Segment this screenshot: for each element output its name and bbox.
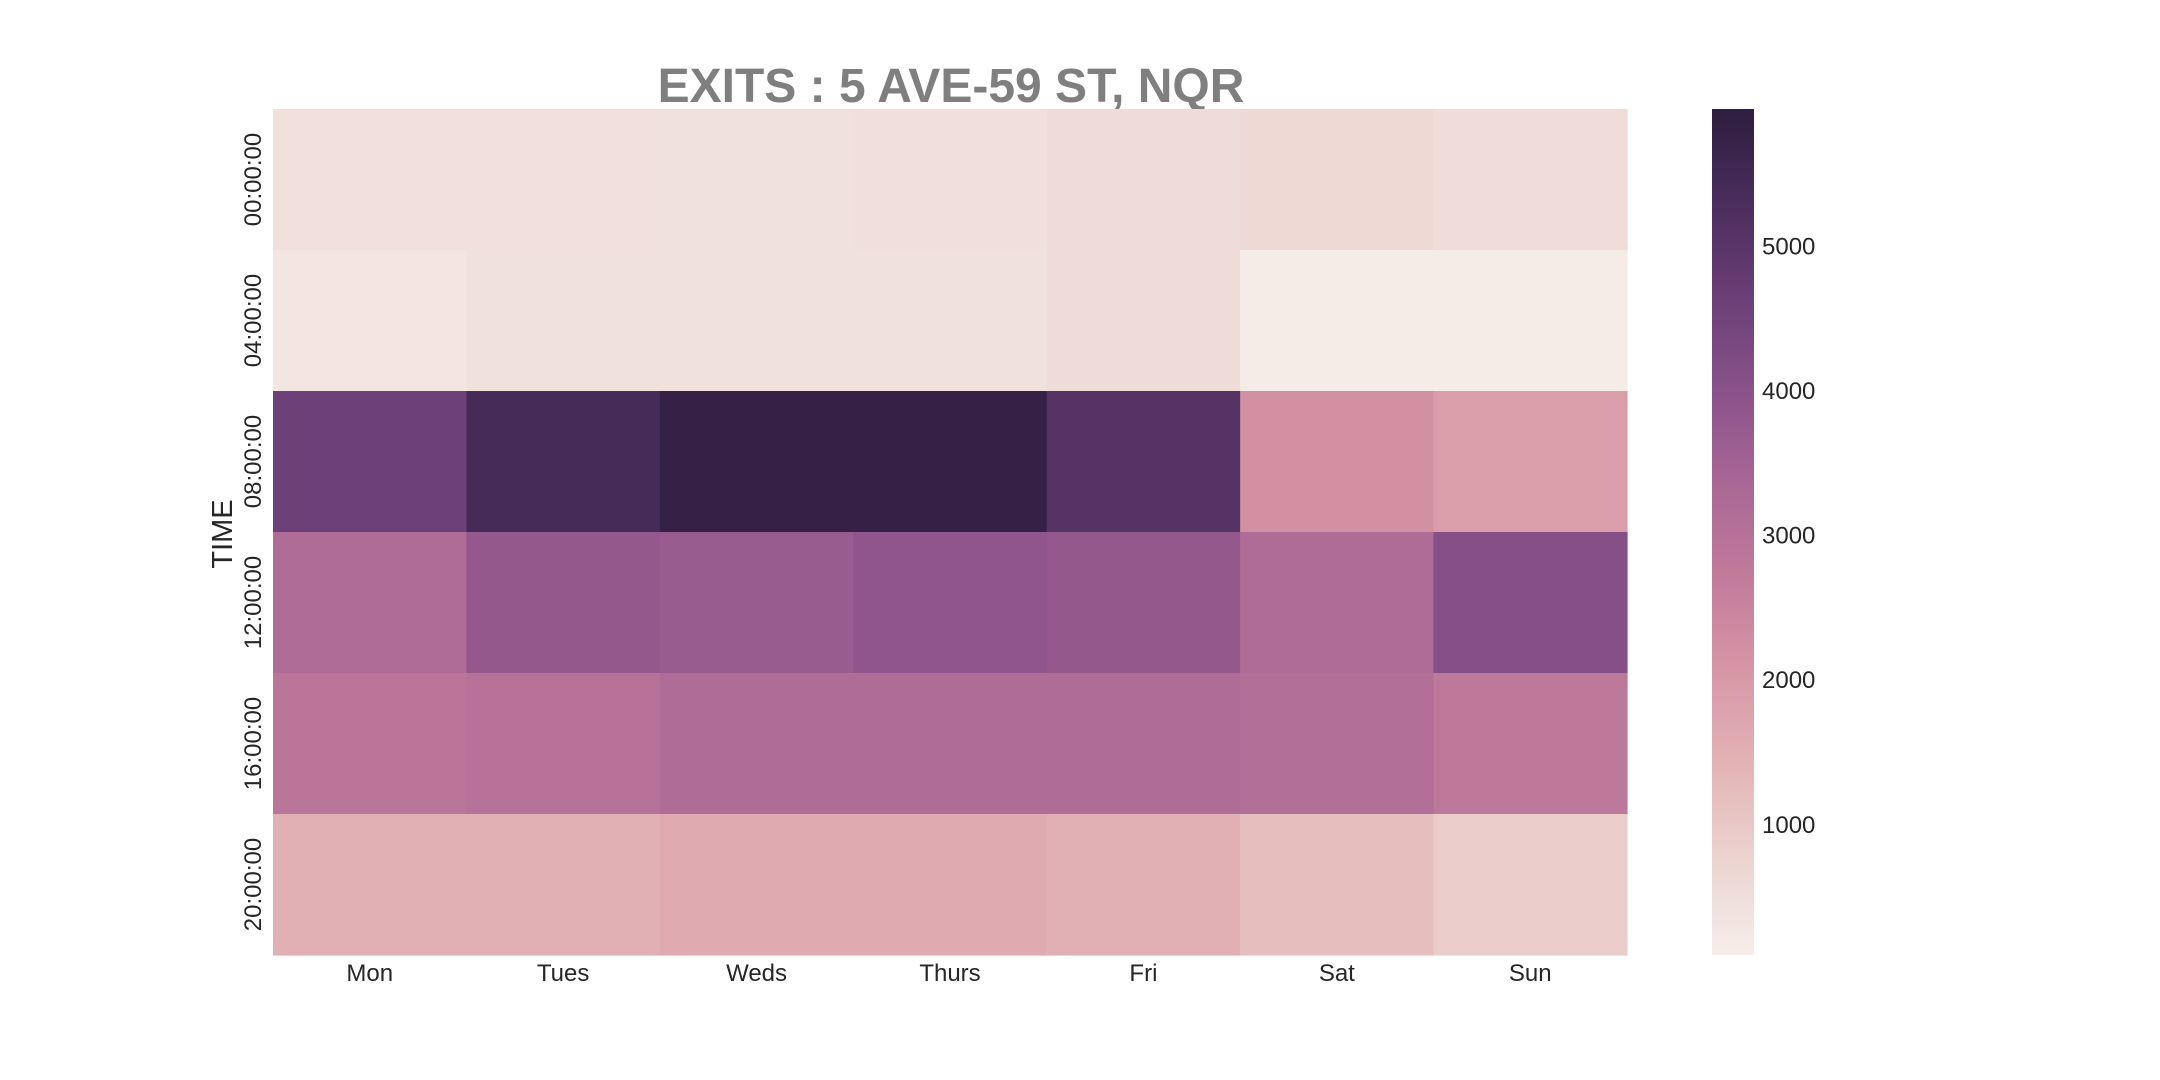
heatmap-cell (1240, 109, 1435, 251)
heatmap-cell (273, 532, 468, 674)
y-tick-labels: 00:00:00 04:00:00 08:00:00 12:00:00 16:00:00… (240, 133, 267, 931)
heatmap-cell (853, 109, 1048, 251)
heatmap-cell (853, 532, 1048, 674)
x-tick-label: Fri (1129, 960, 1157, 987)
y-tick-label: 20:00:00 (240, 838, 267, 931)
heatmap-cell (659, 391, 854, 533)
heatmap-cell (1240, 814, 1435, 956)
colorbar-tick-label: 3000 (1762, 523, 1815, 550)
heatmap-cell (1046, 673, 1241, 815)
colorbar-tick-labels: 1000 2000 3000 4000 5000 (1762, 233, 1815, 838)
heatmap-cell (273, 109, 468, 251)
heatmap-cell (466, 814, 661, 956)
heatmap-cell (1240, 673, 1435, 815)
heatmap-cell (273, 250, 468, 392)
heatmap-cell (1046, 532, 1241, 674)
y-tick-label: 12:00:00 (240, 556, 267, 649)
colorbar (1712, 109, 1754, 955)
heatmap-cell (1433, 391, 1628, 533)
heatmap-cell (466, 532, 661, 674)
heatmap-cell (273, 814, 468, 956)
x-tick-label: Weds (726, 960, 787, 987)
heatmap-cells (273, 109, 1628, 956)
heatmap-cell (659, 250, 854, 392)
heatmap-cell (1046, 250, 1241, 392)
x-tick-label: Sat (1319, 960, 1355, 987)
heatmap-cell (466, 109, 661, 251)
heatmap-cell (853, 814, 1048, 956)
heatmap-cell (1433, 532, 1628, 674)
heatmap-cell (273, 391, 468, 533)
heatmap-cell (1046, 814, 1241, 956)
heatmap-cell (1240, 250, 1435, 392)
x-tick-label: Mon (346, 960, 393, 987)
heatmap-cell (659, 673, 854, 815)
x-tick-label: Tues (537, 960, 589, 987)
heatmap-cell (1433, 250, 1628, 392)
y-tick-label: 08:00:00 (240, 415, 267, 508)
x-tick-labels: Mon Tues Weds Thurs Fri Sat Sun (346, 960, 1551, 987)
heatmap-cell (466, 391, 661, 533)
heatmap-cell (659, 814, 854, 956)
heatmap-cell (273, 673, 468, 815)
y-axis-label: TIME (207, 499, 239, 568)
chart-title: EXITS : 5 AVE-59 ST, NQR (658, 60, 1245, 113)
colorbar-tick-label: 1000 (1762, 812, 1815, 839)
heatmap-cell (659, 532, 854, 674)
heatmap-cell (1433, 814, 1628, 956)
x-tick-label: Sun (1509, 960, 1552, 987)
heatmap-cell (1240, 391, 1435, 533)
heatmap-cell (1046, 391, 1241, 533)
heatmap-cell (466, 673, 661, 815)
x-tick-label: Thurs (919, 960, 980, 987)
heatmap-cell (659, 109, 854, 251)
heatmap-cell (1046, 109, 1241, 251)
y-tick-label: 04:00:00 (240, 274, 267, 367)
heatmap-cell (853, 391, 1048, 533)
colorbar-tick-label: 4000 (1762, 378, 1815, 405)
heatmap-cell (466, 250, 661, 392)
heatmap-cell (853, 250, 1048, 392)
colorbar-tick-label: 2000 (1762, 667, 1815, 694)
heatmap-cell (1240, 532, 1435, 674)
y-tick-label: 00:00:00 (240, 133, 267, 226)
heatmap-cell (853, 673, 1048, 815)
heatmap-cell (1433, 109, 1628, 251)
y-tick-label: 16:00:00 (240, 697, 267, 790)
colorbar-tick-label: 5000 (1762, 233, 1815, 260)
heatmap-cell (1433, 673, 1628, 815)
